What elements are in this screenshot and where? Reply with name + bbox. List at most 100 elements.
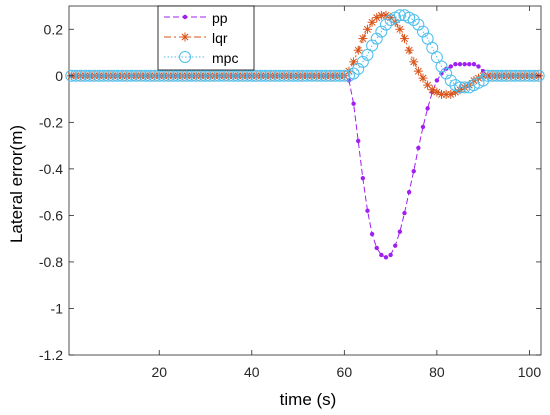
data-point-mpc	[509, 69, 522, 82]
legend: pp lqr mpc	[157, 5, 255, 71]
data-point-mpc	[282, 69, 295, 82]
data-point-mpc	[379, 18, 392, 31]
data-point-mpc	[102, 69, 115, 82]
x-tick-label: 80	[429, 364, 445, 380]
data-point-pp	[420, 124, 426, 130]
data-point-mpc	[125, 69, 138, 82]
data-point-mpc	[79, 69, 92, 82]
data-point-mpc	[278, 69, 291, 82]
data-point-mpc	[329, 69, 342, 82]
data-point-mpc	[292, 69, 305, 82]
data-point-pp	[374, 245, 379, 251]
data-point-mpc	[417, 25, 429, 38]
data-point-pp	[416, 145, 421, 151]
data-point-mpc	[268, 69, 281, 82]
data-point-mpc	[481, 69, 494, 82]
data-point-mpc	[393, 9, 406, 22]
x-axis-label: time (s)	[280, 390, 337, 409]
data-point-pp	[411, 168, 416, 174]
data-point-mpc	[111, 69, 124, 82]
data-point-mpc	[518, 69, 531, 82]
data-point-pp	[369, 231, 375, 237]
data-point-pp	[406, 189, 412, 195]
data-point-mpc	[523, 69, 536, 82]
data-point-mpc	[116, 69, 129, 82]
data-point-mpc	[65, 69, 78, 82]
data-point-pp	[402, 210, 407, 216]
y-tick-label: -1	[51, 300, 64, 316]
data-point-mpc	[139, 69, 152, 82]
data-point-mpc	[532, 69, 545, 82]
data-point-mpc	[273, 69, 286, 82]
data-point-mpc	[491, 69, 504, 82]
legend-marker-lqr	[180, 32, 190, 42]
series-mpc	[65, 9, 545, 94]
data-point-mpc	[264, 69, 277, 82]
data-point-lqr	[362, 24, 372, 34]
data-point-pp	[462, 61, 467, 67]
data-point-pp	[356, 138, 361, 144]
data-point-mpc	[440, 67, 453, 80]
data-point-mpc	[315, 69, 328, 82]
y-tick-label: -1.2	[39, 347, 63, 363]
data-point-pp	[457, 61, 463, 67]
data-point-mpc	[93, 69, 106, 82]
y-tick-label: 0.2	[44, 21, 64, 37]
series-layer	[65, 9, 545, 260]
data-point-mpc	[143, 69, 156, 82]
data-point-lqr	[413, 66, 423, 76]
data-point-mpc	[130, 69, 143, 82]
data-point-mpc	[324, 69, 337, 82]
data-point-mpc	[97, 69, 110, 82]
data-point-pp	[388, 252, 393, 258]
data-point-mpc	[310, 69, 323, 82]
data-point-mpc	[83, 69, 96, 82]
legend-marker-pp	[182, 14, 188, 20]
data-point-pp	[453, 61, 458, 67]
y-tick-label: -0.8	[39, 254, 63, 270]
data-point-mpc	[134, 69, 147, 82]
data-point-pp	[393, 243, 398, 248]
data-point-mpc	[250, 69, 263, 82]
data-point-mpc	[259, 69, 272, 82]
data-point-mpc	[88, 69, 101, 82]
data-point-mpc	[495, 69, 508, 82]
data-point-lqr	[349, 57, 359, 67]
data-point-mpc	[504, 69, 517, 82]
legend-label-lqr: lqr	[212, 30, 228, 46]
data-point-mpc	[514, 69, 527, 82]
plot-area	[68, 5, 542, 356]
data-point-mpc	[255, 69, 268, 82]
data-point-mpc	[412, 18, 425, 31]
data-point-mpc	[301, 69, 314, 82]
data-point-lqr	[399, 34, 409, 44]
data-point-mpc	[347, 67, 360, 80]
y-axis-ticks: -1.2 -1 -0.8 -0.6 -0.4 -0.2 0 0.2	[39, 21, 541, 363]
series-line-lqr	[71, 14, 539, 95]
data-point-mpc	[435, 60, 448, 73]
data-point-mpc	[458, 81, 471, 94]
y-tick-label: -0.6	[39, 207, 63, 223]
data-point-lqr	[409, 57, 419, 67]
data-point-mpc	[356, 55, 369, 68]
data-point-mpc	[74, 69, 87, 82]
data-point-pp	[379, 252, 384, 258]
y-tick-label: -0.2	[39, 114, 63, 130]
data-point-mpc	[444, 74, 457, 87]
x-axis-ticks: 20 40 60 80 100	[151, 6, 541, 380]
data-point-lqr	[404, 45, 414, 55]
x-tick-label: 20	[151, 364, 167, 380]
x-tick-label: 40	[244, 364, 260, 380]
legend-label-pp: pp	[212, 10, 228, 26]
data-point-lqr	[358, 34, 368, 44]
axes-frame	[68, 5, 542, 356]
data-point-pp	[434, 78, 440, 83]
data-point-pp	[360, 175, 366, 181]
data-point-pp	[471, 61, 477, 67]
y-tick-label: -0.4	[39, 161, 63, 177]
data-point-mpc	[486, 69, 499, 82]
data-point-pp	[397, 229, 403, 234]
data-point-mpc	[375, 25, 388, 38]
legend-marker-mpc	[179, 51, 191, 63]
